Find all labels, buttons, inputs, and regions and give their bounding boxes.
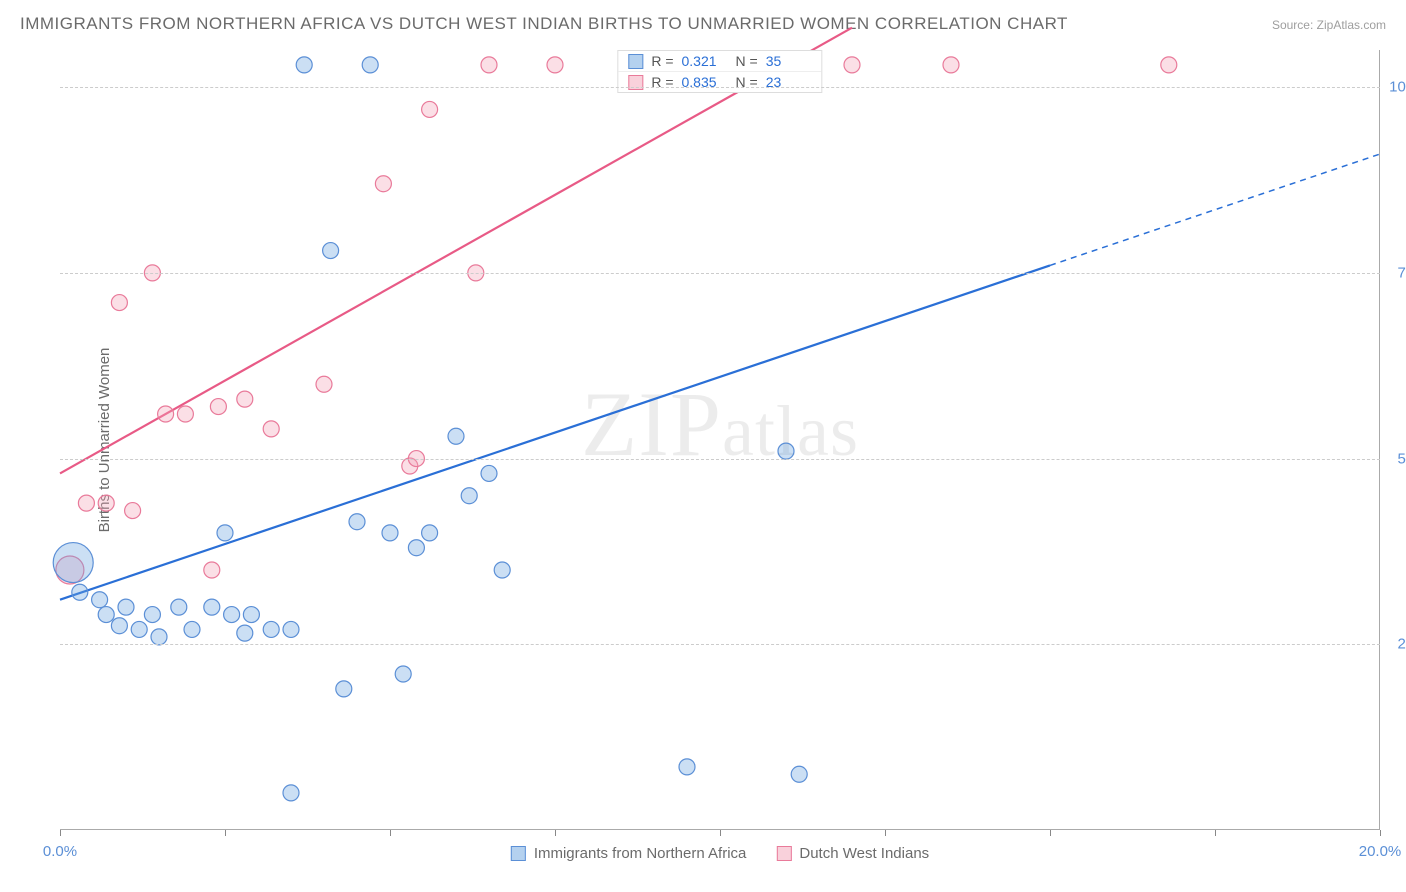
data-point-pink [422,101,438,117]
data-point-blue [448,428,464,444]
data-point-blue [494,562,510,578]
data-point-blue [336,681,352,697]
data-point-pink [263,421,279,437]
data-point-blue [283,785,299,801]
data-point-blue [395,666,411,682]
xtick-label: 0.0% [43,843,77,860]
data-point-blue [92,592,108,608]
gridline [60,273,1380,274]
legend-item-label: Dutch West Indians [799,845,929,862]
data-point-pink [943,57,959,73]
n-value: 35 [766,53,812,69]
gridline [60,459,1380,460]
data-point-blue [237,625,253,641]
ytick-label: 75.0% [1397,264,1406,281]
data-point-blue [461,488,477,504]
data-point-blue [679,759,695,775]
data-point-pink [316,376,332,392]
xtick [720,830,721,836]
data-point-blue [422,525,438,541]
swatch-blue-icon [511,846,526,861]
data-point-blue [408,540,424,556]
legend-row-pink: R = 0.835 N = 23 [618,72,821,92]
source-label: Source: ZipAtlas.com [1272,18,1386,32]
data-point-pink [844,57,860,73]
xtick [1215,830,1216,836]
data-point-pink [481,57,497,73]
data-point-blue [263,621,279,637]
data-point-blue [224,607,240,623]
chart-svg [60,50,1380,830]
gridline [60,644,1380,645]
data-point-blue [72,584,88,600]
data-point-blue [98,607,114,623]
data-point-pink [158,406,174,422]
data-point-blue [243,607,259,623]
data-point-blue [144,607,160,623]
data-point-pink [1161,57,1177,73]
ytick-label: 50.0% [1397,450,1406,467]
data-point-blue [184,621,200,637]
ytick-label: 100.0% [1389,79,1406,96]
legend-row-blue: R = 0.321 N = 35 [618,51,821,72]
xtick [885,830,886,836]
n-label: N = [736,53,758,69]
gridline [60,87,1380,88]
data-point-blue [362,57,378,73]
data-point-pink [547,57,563,73]
data-point-blue [481,465,497,481]
data-point-blue [323,243,339,259]
data-point-blue [296,57,312,73]
xtick [60,830,61,836]
trend-line-pink [60,28,852,474]
ytick-label: 25.0% [1397,636,1406,653]
data-point-pink [204,562,220,578]
chart-title: IMMIGRANTS FROM NORTHERN AFRICA VS DUTCH… [20,14,1068,34]
data-point-pink [111,295,127,311]
xtick [555,830,556,836]
trend-line-blue [60,265,1050,599]
trend-line-blue-dashed [1050,154,1380,265]
data-point-blue [131,621,147,637]
data-point-blue [204,599,220,615]
data-point-blue [171,599,187,615]
data-point-blue [53,543,93,583]
data-point-blue [111,618,127,634]
data-point-pink [210,399,226,415]
r-value: 0.321 [682,53,728,69]
data-point-blue [217,525,233,541]
data-point-pink [177,406,193,422]
data-point-blue [778,443,794,459]
xtick [1380,830,1381,836]
xtick [390,830,391,836]
legend-series: Immigrants from Northern Africa Dutch We… [511,845,929,862]
data-point-blue [791,766,807,782]
data-point-pink [375,176,391,192]
plot-area: Births to Unmarried Women ZIPatlas R = 0… [60,50,1380,830]
data-point-blue [349,514,365,530]
legend-item-label: Immigrants from Northern Africa [534,845,747,862]
xtick-label: 20.0% [1359,843,1402,860]
data-point-blue [118,599,134,615]
data-point-pink [78,495,94,511]
r-label: R = [651,53,673,69]
legend-item-pink: Dutch West Indians [776,845,929,862]
data-point-blue [151,629,167,645]
data-point-pink [98,495,114,511]
data-point-pink [237,391,253,407]
data-point-blue [382,525,398,541]
swatch-blue-icon [628,54,643,69]
legend-item-blue: Immigrants from Northern Africa [511,845,747,862]
data-point-pink [125,503,141,519]
swatch-pink-icon [776,846,791,861]
xtick [225,830,226,836]
xtick [1050,830,1051,836]
data-point-blue [283,621,299,637]
